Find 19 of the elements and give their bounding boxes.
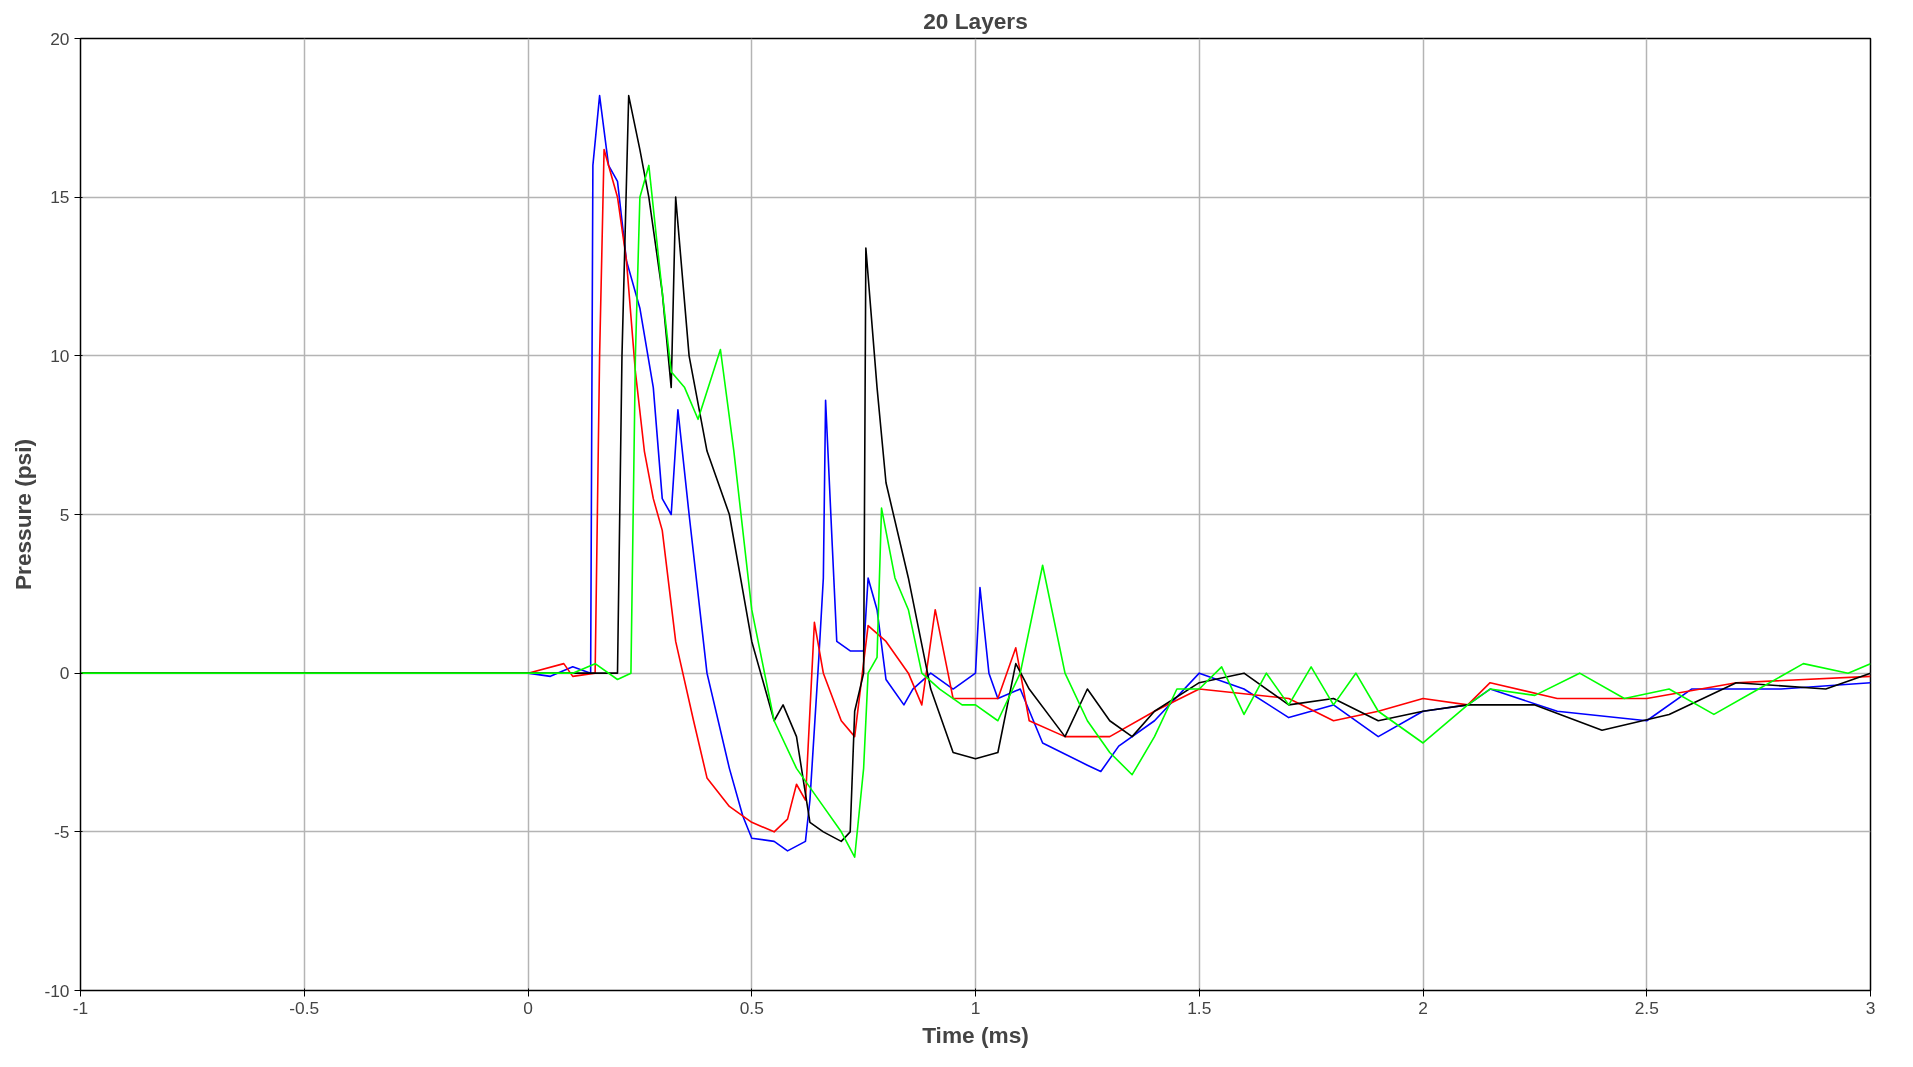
x-tick-label: 3: [1865, 997, 1876, 1018]
y-axis-title: Pressure (psi): [10, 438, 37, 591]
x-tick-label: 1: [970, 997, 981, 1018]
x-tick-label: 2.5: [1634, 997, 1659, 1018]
x-tick-label: 0.5: [739, 997, 764, 1018]
x-axis-title: Time (ms): [922, 1021, 1029, 1048]
x-tick-label: -1: [72, 997, 89, 1018]
x-tick-label: 0: [523, 997, 533, 1018]
y-tick-label: -10: [44, 980, 70, 1001]
x-tick-label: 1.5: [1187, 997, 1212, 1018]
x-tick-label: 2: [1418, 997, 1428, 1018]
y-tick-label: -5: [54, 821, 70, 842]
chart-title: 20 Layers: [923, 7, 1028, 34]
y-tick-label: 5: [59, 504, 70, 525]
x-tick-label: -0.5: [289, 997, 320, 1018]
y-tick-label: 20: [50, 28, 70, 49]
y-tick-label: 10: [50, 345, 70, 366]
y-tick-label: 0: [59, 663, 70, 684]
y-tick-label: 15: [50, 187, 70, 208]
